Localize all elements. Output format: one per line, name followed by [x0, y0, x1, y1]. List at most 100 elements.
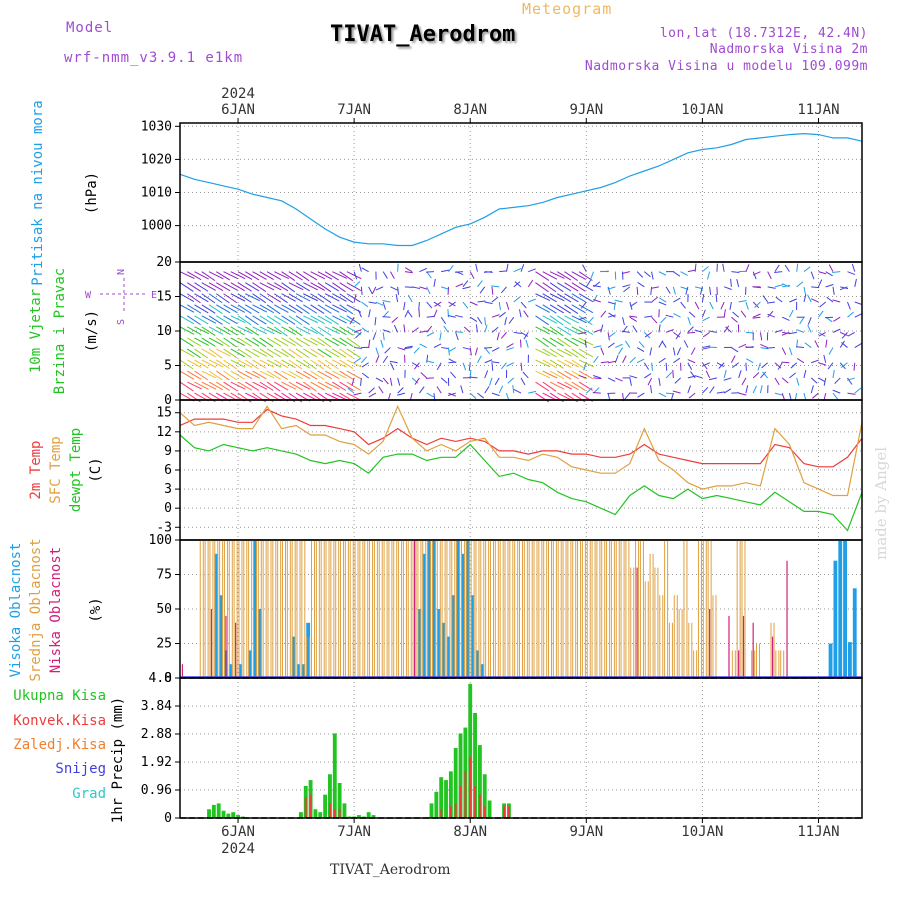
wind-barb	[549, 315, 564, 326]
wind-barb	[194, 370, 209, 381]
wind-barb	[324, 337, 340, 347]
wind-barb	[680, 301, 686, 309]
top-day-label: 6JAN	[221, 102, 255, 118]
wind-barb	[194, 271, 209, 280]
wind-barb	[745, 346, 754, 349]
wind-barb	[629, 375, 638, 379]
wind-barb	[346, 392, 362, 401]
wind-barb	[810, 377, 818, 384]
wind-barb	[426, 315, 435, 318]
wind-barb	[419, 386, 425, 394]
wind-barb	[499, 270, 508, 273]
wind-barb	[593, 355, 599, 364]
wind-barb	[494, 377, 500, 386]
wind-barb	[709, 301, 714, 310]
wind-barb	[660, 316, 667, 324]
wind-barb	[310, 381, 325, 391]
wind-barb	[187, 271, 202, 281]
wind-barb	[389, 271, 395, 279]
precip-tick-label: 0.96	[141, 783, 172, 798]
precip-bar-precip_total	[231, 812, 236, 818]
wind-barb	[357, 309, 362, 318]
wind-barb	[281, 315, 296, 325]
wind-barb	[295, 348, 310, 359]
wind-barb	[259, 348, 274, 358]
wind-barb	[470, 301, 478, 306]
wind-barb	[814, 340, 819, 348]
wind-barb	[433, 309, 438, 318]
wind-barb	[223, 304, 238, 314]
bottom-day-label: 9JAN	[569, 824, 603, 840]
wind-barb	[804, 342, 812, 348]
wind-barb	[649, 347, 653, 356]
wind-barb	[632, 325, 638, 333]
wind-barb	[578, 370, 594, 380]
wind-barb	[479, 286, 486, 294]
wind-barb	[303, 326, 319, 335]
wind-barb	[699, 286, 703, 295]
wind-barb	[658, 392, 667, 398]
wind-barb	[411, 377, 419, 384]
wind-barb	[600, 361, 609, 364]
wind-barb	[288, 326, 303, 337]
wind-barb	[571, 337, 587, 346]
wind-barb	[332, 304, 347, 313]
wind-barb	[781, 331, 790, 336]
precip-bar-precip_conv	[469, 756, 472, 818]
wind-barb	[347, 387, 355, 394]
wind-barb	[658, 271, 667, 276]
wind-barb	[201, 315, 217, 324]
wind-barb	[722, 263, 725, 272]
wind-barb	[469, 369, 472, 378]
wind-barb	[259, 381, 274, 391]
wind-barb	[382, 310, 389, 318]
precip-tick-label: 2.88	[141, 727, 172, 742]
wind-barb	[621, 271, 630, 275]
wind-barb	[777, 362, 783, 370]
wind-barb	[701, 309, 706, 318]
wind-barb	[528, 298, 536, 303]
wind-barb	[507, 377, 515, 384]
wind-barb	[818, 377, 826, 383]
wind-barb	[818, 310, 824, 318]
wind-barb	[840, 331, 848, 336]
precip-tick-label: 1.92	[141, 755, 172, 770]
wind-barb	[389, 362, 395, 371]
wind-barb	[825, 271, 833, 277]
wind-barb	[608, 312, 616, 318]
wind-barb	[274, 348, 289, 358]
precip-unit-label: 1hr Precip (mm)	[110, 697, 126, 823]
wind-barb	[475, 263, 478, 272]
wind-barb	[651, 362, 653, 371]
wind-barb	[353, 294, 357, 303]
precip-bar-precip_total	[366, 812, 371, 818]
wind-barb	[491, 392, 500, 397]
wind-barb	[690, 371, 696, 379]
wind-barb	[788, 331, 797, 335]
wind-barb	[223, 293, 238, 304]
wind-barb	[832, 299, 841, 303]
wind-barb	[179, 315, 195, 325]
wind-barb	[520, 301, 527, 309]
top-day-label: 8JAN	[453, 102, 487, 118]
wind-barb	[382, 301, 387, 310]
pressure-tick-label: 1030	[141, 119, 172, 134]
wind-barb	[826, 296, 834, 303]
wind-barb	[687, 331, 696, 334]
wind-barb	[716, 362, 725, 367]
wind-barb	[716, 391, 725, 394]
wind-barb	[847, 311, 854, 318]
wind-barb	[339, 337, 354, 347]
footer-station: TIVAT_Aerodrom	[330, 862, 451, 878]
cloud-high-bar	[451, 595, 456, 678]
wind-barb	[725, 326, 732, 333]
wind-barb	[796, 281, 804, 288]
wind-barb	[760, 371, 767, 379]
wind-barb	[477, 392, 485, 399]
wind-barb	[403, 324, 406, 333]
wind-barb	[774, 329, 783, 333]
wind-barb	[832, 328, 841, 333]
pressure-series-line	[179, 132, 863, 247]
wind-barb	[346, 370, 362, 380]
wind-barb	[500, 286, 507, 294]
